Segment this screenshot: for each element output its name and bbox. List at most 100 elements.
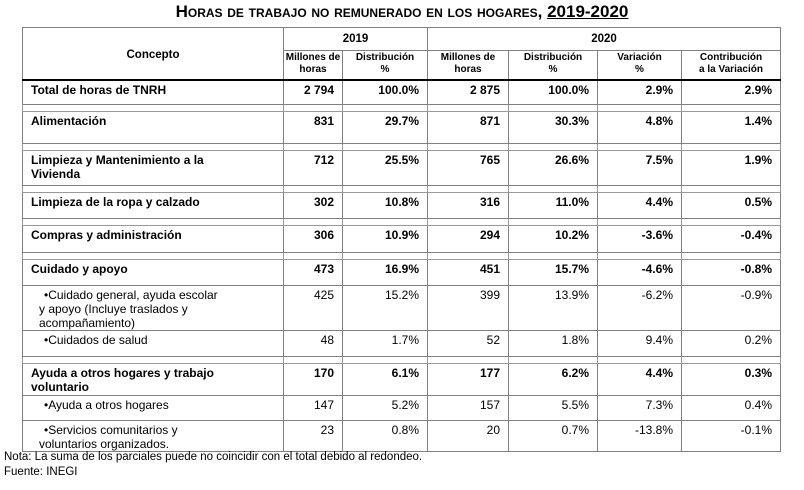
value-cell: 25.5% (342, 150, 428, 186)
value-cell: 157 (427, 395, 509, 421)
unpaid-work-hours-table: Concepto 2019 2020 Millones de horas Dis… (22, 27, 782, 452)
value-cell: -0.9% (680, 285, 782, 331)
value-cell: 4.8% (597, 111, 682, 144)
value-cell: 100.0% (508, 79, 598, 105)
table-row-limpieza-ropa: Limpieza de la ropa y calzado 302 10.8% … (22, 192, 782, 219)
value-cell: 6.2% (508, 363, 598, 396)
spacer-row (22, 185, 782, 193)
value-cell: 30.3% (508, 111, 598, 144)
value-cell: 5.5% (508, 395, 598, 421)
col-header-distribucion-2020: Distribución % (508, 50, 598, 81)
value-cell: 425 (283, 285, 343, 331)
value-cell: 10.8% (342, 192, 428, 219)
year-group-header-row: Concepto 2019 2020 (22, 27, 782, 81)
value-cell: 451 (427, 259, 509, 286)
value-cell: 2 794 (283, 79, 343, 105)
table-row-servicios-comunitarios: •Servicios comunitarios y voluntarios or… (22, 420, 782, 452)
value-cell: 2.9% (597, 79, 682, 105)
value-cell: -13.8% (597, 420, 682, 452)
spacer-row (22, 218, 782, 226)
value-cell: 5.2% (342, 395, 428, 421)
value-cell: 302 (283, 192, 343, 219)
col-header-contribucion: Contribución a la Variación (680, 50, 782, 81)
value-cell: 0.8% (342, 420, 428, 452)
page-title-text: Horas de trabajo no remunerado en los ho… (175, 2, 548, 21)
value-cell: 100.0% (342, 79, 428, 105)
col-header-millones-2019: Millones de horas (283, 50, 343, 81)
table-row-cuidados-salud: •Cuidados de salud 48 1.7% 52 1.8% 9.4% … (22, 330, 782, 357)
value-cell: 10.2% (508, 225, 598, 253)
value-cell: 2 875 (427, 79, 509, 105)
value-cell: 4.4% (597, 363, 682, 396)
value-cell: 7.3% (597, 395, 682, 421)
row-label: Alimentación (22, 111, 284, 144)
year-2020-header: 2020 (426, 27, 782, 51)
table-row-compras: Compras y administración 306 10.9% 294 1… (22, 225, 782, 253)
value-cell: 20 (427, 420, 509, 452)
value-cell: -4.6% (597, 259, 682, 286)
col-header-distribucion-2019: Distribución % (342, 50, 428, 81)
value-cell: 1.7% (342, 330, 428, 357)
col-header-variacion: Variación % (597, 50, 682, 81)
table-row-ayuda-otros-hogares: •Ayuda a otros hogares 147 5.2% 157 5.5%… (22, 395, 782, 421)
value-cell: 0.5% (680, 192, 782, 219)
spacer-row (22, 252, 782, 260)
value-cell: 0.2% (680, 330, 782, 357)
value-cell: 6.1% (342, 363, 428, 396)
value-cell: 26.6% (508, 150, 598, 186)
spacer-row (22, 356, 782, 364)
value-cell: 0.7% (508, 420, 598, 452)
value-cell: -0.8% (680, 259, 782, 286)
value-cell: 15.7% (508, 259, 598, 286)
value-cell: 177 (427, 363, 509, 396)
value-cell: 48 (283, 330, 343, 357)
value-cell: 7.5% (597, 150, 682, 186)
row-label: •Cuidados de salud (22, 330, 284, 357)
value-cell: -0.4% (680, 225, 782, 253)
table-row-alimentacion: Alimentación 831 29.7% 871 30.3% 4.8% 1.… (22, 111, 782, 144)
value-cell: 2.9% (680, 79, 782, 105)
row-label: •Ayuda a otros hogares (22, 395, 284, 421)
value-cell: 294 (427, 225, 509, 253)
table-row-ayuda-hogares-voluntario: Ayuda a otros hogares y trabajo voluntar… (22, 363, 782, 396)
page-title-years: 2019-2020 (547, 2, 629, 21)
col-header-millones-2020: Millones de horas (427, 50, 509, 81)
value-cell: -3.6% (597, 225, 682, 253)
value-cell: 316 (427, 192, 509, 219)
row-label: Total de horas de TNRH (22, 79, 284, 105)
value-cell: 52 (427, 330, 509, 357)
table-row-cuidado-general: •Cuidado general, ayuda escolar y apoyo … (22, 285, 782, 331)
row-label: Limpieza y Mantenimiento a la Vivienda (22, 150, 284, 186)
value-cell: 0.4% (680, 395, 782, 421)
value-cell: 147 (283, 395, 343, 421)
page-title: Horas de trabajo no remunerado en los ho… (0, 2, 804, 22)
row-label: •Cuidado general, ayuda escolar y apoyo … (22, 285, 284, 331)
value-cell: -6.2% (597, 285, 682, 331)
value-cell: 765 (427, 150, 509, 186)
value-cell: 831 (283, 111, 343, 144)
value-cell: -0.1% (680, 420, 782, 452)
value-cell: 11.0% (508, 192, 598, 219)
table-row-total: Total de horas de TNRH 2 794 100.0% 2 87… (22, 79, 782, 105)
value-cell: 871 (427, 111, 509, 144)
value-cell: 10.9% (342, 225, 428, 253)
value-cell: 1.4% (680, 111, 782, 144)
value-cell: 712 (283, 150, 343, 186)
value-cell: 9.4% (597, 330, 682, 357)
value-cell: 170 (283, 363, 343, 396)
table-row-limpieza-vivienda: Limpieza y Mantenimiento a la Vivienda 7… (22, 150, 782, 186)
footnotes: Nota: La suma de los parciales puede no … (4, 450, 422, 480)
value-cell: 23 (283, 420, 343, 452)
value-cell: 399 (427, 285, 509, 331)
value-cell: 29.7% (342, 111, 428, 144)
table-row-cuidado-apoyo: Cuidado y apoyo 473 16.9% 451 15.7% -4.6… (22, 259, 782, 286)
value-cell: 16.9% (342, 259, 428, 286)
year-2019-header: 2019 (283, 27, 428, 51)
value-cell: 15.2% (342, 285, 428, 331)
row-label: Ayuda a otros hogares y trabajo voluntar… (22, 363, 284, 396)
concepto-column-header: Concepto (22, 27, 284, 81)
column-header-row: Millones de horas Distribución % Millone… (23, 50, 782, 81)
row-label: Limpieza de la ropa y calzado (22, 192, 284, 219)
value-cell: 473 (283, 259, 343, 286)
